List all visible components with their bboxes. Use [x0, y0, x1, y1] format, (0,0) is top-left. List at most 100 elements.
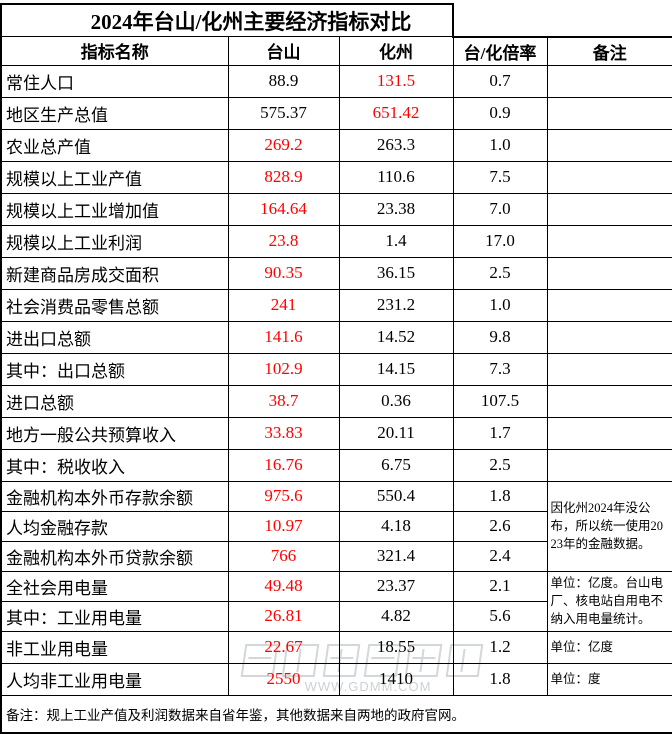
- indicator-label: 进出口总额: [0, 320, 229, 354]
- huazhou-value: 6.75: [338, 448, 454, 482]
- huazhou-value: 23.38: [338, 192, 454, 226]
- indicator-label: 全社会用电量: [0, 570, 229, 602]
- remark-cell: [546, 64, 672, 98]
- huazhou-value: 14.15: [338, 352, 454, 386]
- taishan-value: 975.6: [227, 480, 340, 512]
- remark-cell: [546, 160, 672, 194]
- ratio-value: 5.6: [452, 600, 548, 632]
- indicator-label: 其中：出口总额: [0, 352, 229, 386]
- ratio-value: 9.8: [452, 320, 548, 354]
- ratio-value: 0.7: [452, 64, 548, 98]
- indicator-label: 新建商品房成交面积: [0, 256, 229, 290]
- ratio-value: 1.2: [452, 630, 548, 664]
- column-header-5: 备注: [546, 35, 672, 66]
- taishan-value: 164.64: [227, 192, 340, 226]
- page-title: 2024年台山/化州主要经济指标对比: [0, 3, 455, 37]
- ratio-value: 7.3: [452, 352, 548, 386]
- remark-cell: [546, 256, 672, 290]
- taishan-value: 241: [227, 288, 340, 322]
- taishan-value: 575.37: [227, 96, 340, 130]
- ratio-value: 17.0: [452, 224, 548, 258]
- column-header-1: 指标名称: [0, 36, 229, 66]
- remark-cell: [546, 416, 672, 450]
- table-row: 其中：出口总额 102.9 14.15 7.3: [0, 352, 672, 386]
- remark-cell: 因化州2024年没公布，所以统一使用2023年的金融数据。: [546, 480, 672, 572]
- taishan-value: 10.97: [227, 510, 340, 542]
- taishan-value: 49.48: [227, 570, 340, 602]
- footnote-row: 备注：规上工业产值及利润数据来自省年鉴，其他数据来自两地的政府官网。: [0, 694, 672, 734]
- taishan-value: 141.6: [227, 320, 340, 354]
- table-footnote: 备注：规上工业产值及利润数据来自省年鉴，其他数据来自两地的政府官网。: [0, 694, 672, 734]
- table-row: 其中：税收收入 16.76 6.75 2.5: [0, 448, 672, 482]
- taishan-value: 23.8: [227, 224, 340, 258]
- header-row: 指标名称 台山 化州 台/化倍率 备注: [0, 35, 672, 66]
- indicator-label: 非工业用电量: [0, 630, 229, 664]
- remark-cell: [546, 128, 672, 162]
- huazhou-value: 18.55: [338, 630, 454, 664]
- huazhou-value: 131.5: [338, 64, 454, 98]
- taishan-value: 33.83: [227, 416, 340, 450]
- table-row: 社会消费品零售总额 241 231.2 1.0: [0, 288, 672, 322]
- remark-cell: [546, 224, 672, 258]
- table-row: 规模以上工业利润 23.8 1.4 17.0: [0, 224, 672, 258]
- table-row: 全社会用电量 49.48 23.37 2.1 单位：亿度。台山电厂、核电站自用电不纳入用…: [0, 570, 672, 632]
- huazhou-value: 14.52: [338, 320, 454, 354]
- table-row: 非工业用电量 22.67 18.55 1.2 单位：亿度: [0, 630, 672, 664]
- huazhou-value: 0.36: [338, 384, 454, 418]
- ratio-value: 107.5: [452, 384, 548, 418]
- huazhou-value: 263.3: [338, 128, 454, 162]
- remark-cell: [546, 320, 672, 354]
- column-header-4: 台/化倍率: [452, 35, 548, 66]
- ratio-value: 1.0: [452, 128, 548, 162]
- indicator-label: 进口总额: [0, 384, 229, 418]
- ratio-value: 7.0: [452, 192, 548, 226]
- remark-cell: 单位：度: [546, 662, 672, 696]
- indicator-label: 规模以上工业产值: [0, 160, 229, 194]
- table-row: 金融机构本外币存款余额 975.6 550.4 1.8 因化州2024年没公布，所以统一…: [0, 480, 672, 572]
- indicator-label: 人均金融存款: [0, 510, 229, 542]
- indicator-label: 其中：税收收入: [0, 448, 229, 482]
- remark-cell: [546, 192, 672, 226]
- table-row: 规模以上工业增加值 164.64 23.38 7.0: [0, 192, 672, 226]
- taishan-value: 38.7: [227, 384, 340, 418]
- indicator-label: 地区生产总值: [0, 96, 229, 130]
- indicator-label: 地方一般公共预算收入: [0, 416, 229, 450]
- ratio-value: 2.4: [452, 540, 548, 572]
- huazhou-value: 550.4: [338, 480, 454, 512]
- column-header-2: 台山: [227, 36, 340, 66]
- indicator-label: 常住人口: [0, 64, 229, 98]
- indicator-label: 农业总产值: [0, 128, 229, 162]
- table-row: 规模以上工业产值 828.9 110.6 7.5: [0, 160, 672, 194]
- remark-cell: [546, 448, 672, 482]
- table-row: 人均非工业用电量 2550 1410 1.8 单位：度: [0, 662, 672, 696]
- taishan-value: 88.9: [227, 64, 340, 98]
- table-row: 进口总额 38.7 0.36 107.5: [0, 384, 672, 418]
- huazhou-value: 1.4: [338, 224, 454, 258]
- indicator-label: 规模以上工业利润: [0, 224, 229, 258]
- ratio-value: 0.9: [452, 96, 548, 130]
- indicator-label: 规模以上工业增加值: [0, 192, 229, 226]
- remark-cell: 单位：亿度。台山电厂、核电站自用电不纳入用电量统计。: [546, 570, 672, 632]
- table-row: 人均金融存款 10.97 4.18 2.6: [0, 510, 672, 542]
- taishan-value: 269.2: [227, 128, 340, 162]
- huazhou-value: 1410: [338, 662, 454, 696]
- table-row: 农业总产值 269.2 263.3 1.0: [0, 128, 672, 162]
- taishan-value: 22.67: [227, 630, 340, 664]
- indicator-label: 人均非工业用电量: [0, 662, 229, 696]
- ratio-value: 2.1: [452, 570, 548, 602]
- huazhou-value: 110.6: [338, 160, 454, 194]
- ratio-value: 1.8: [452, 480, 548, 512]
- taishan-value: 2550: [227, 662, 340, 696]
- taishan-value: 102.9: [227, 352, 340, 386]
- taishan-value: 16.76: [227, 448, 340, 482]
- indicator-label: 社会消费品零售总额: [0, 288, 229, 322]
- table-row: 金融机构本外币贷款余额 766 321.4 2.4: [0, 540, 672, 572]
- taishan-value: 26.81: [227, 600, 340, 632]
- taishan-value: 766: [227, 540, 340, 572]
- huazhou-value: 20.11: [338, 416, 454, 450]
- table-row: 地方一般公共预算收入 33.83 20.11 1.7: [0, 416, 672, 450]
- indicator-label: 金融机构本外币存款余额: [0, 480, 229, 512]
- ratio-value: 2.5: [452, 256, 548, 290]
- huazhou-value: 231.2: [338, 288, 454, 322]
- ratio-value: 7.5: [452, 160, 548, 194]
